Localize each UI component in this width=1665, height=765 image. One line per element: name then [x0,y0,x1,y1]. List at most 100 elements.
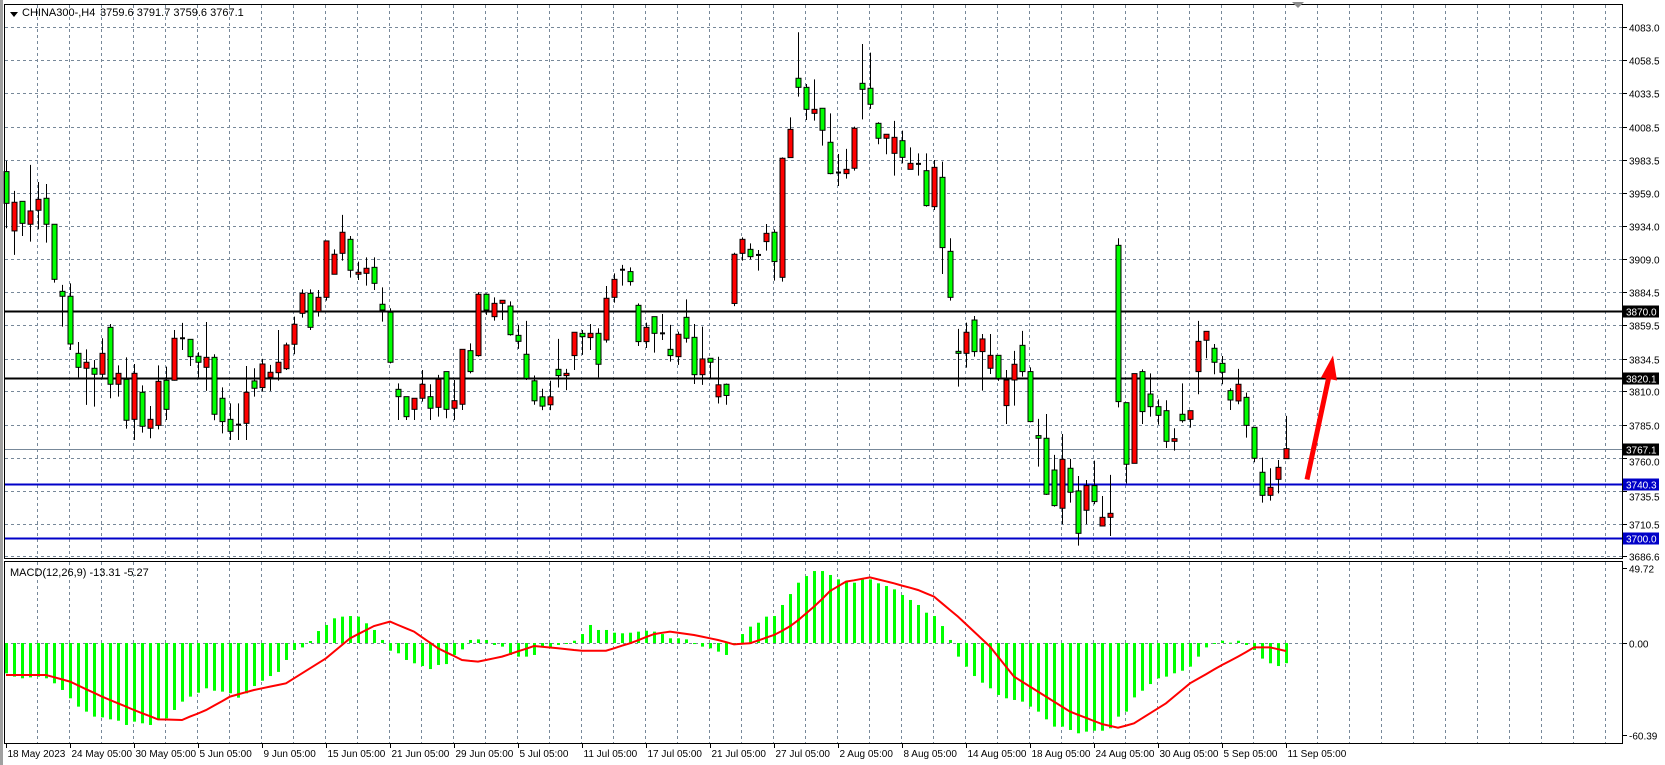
macd-bar [269,643,272,677]
candle-body-bear [539,396,546,407]
candle [1179,383,1186,423]
macd-bar [413,643,416,664]
candle-body-bull [1131,373,1138,464]
candle-body-bear [75,352,82,368]
candle-body-bull [1003,379,1010,407]
left-window-edge [0,0,3,765]
macd-bar [613,632,616,643]
ohlc-readout: 3759.6 3791.7 3759.6 3767.1 [100,7,244,19]
chart-shift-marker-icon[interactable] [1292,2,1304,8]
macd-bar [349,616,352,643]
candle-body-bear [923,170,930,207]
candle-body-bear [899,140,906,158]
macd-bar [101,643,104,718]
macd-bar [1133,643,1136,698]
macd-bar [389,643,392,651]
candle [467,343,474,374]
candle [1259,457,1266,503]
macd-bar [853,582,856,643]
candle-body-bear [819,107,826,131]
candle-body-bull [931,166,938,208]
candle-body-bull [891,136,898,154]
main-pane-border [4,4,1623,559]
macd-bar [661,634,664,643]
macd-bar [1261,643,1264,659]
candle [371,257,378,290]
macd-bar [829,574,832,643]
candle-body-bull [499,299,506,304]
candle [851,126,858,171]
macd-bar [149,643,152,725]
candle [1251,426,1258,463]
horizontal-levels[interactable] [5,310,1622,540]
candle [483,293,490,315]
candle-body-bear [91,367,98,375]
candle [675,331,682,365]
candle [507,301,514,336]
macd-bar [685,639,688,643]
candle [1147,373,1154,417]
candle-body-bear [555,368,562,377]
price-tick-label: 3834.5 [1629,356,1660,367]
candle [1139,369,1146,424]
candle [1227,388,1234,410]
candle [907,147,914,170]
macd-bar [1165,643,1168,677]
candle-body-bull [451,400,458,409]
candle-body-bear [691,336,698,376]
collapse-triangle-icon[interactable] [10,12,18,17]
macd-bar [181,643,184,702]
candle-body-bull [435,378,442,408]
candle [107,324,114,399]
macd-bar [477,639,480,643]
macd-bar [221,643,224,692]
macd-bar [893,589,896,643]
candle [779,157,786,282]
candle [387,308,394,364]
macd-bar [1237,640,1240,643]
candle [1083,480,1090,525]
symbol-timeframe: CHINA300-,H4 [22,7,95,19]
macd-bar [717,643,720,652]
price-level-tags: 3870.0 3820.1 3767.1 3740.3 3700.0 [1623,305,1659,546]
candle-body-bull [243,391,250,424]
candle-body-bull [739,238,746,254]
macd-pane-border [4,561,1623,744]
macd-bar [589,624,592,643]
candle [715,356,722,404]
candle [419,370,426,402]
candle-body-bull [259,363,266,389]
time-tick-label: 8 Aug 05:00 [904,749,958,760]
candle [491,297,498,321]
macd-bar [701,643,704,647]
candle-body-bull [715,384,722,398]
macd-histogram [5,571,1288,734]
candle [763,224,770,251]
candle [819,107,826,146]
price-tick-label: 3760.0 [1629,458,1660,469]
macd-bar [1197,643,1200,657]
candle-body-bear [939,176,946,249]
candle-body-bear [379,303,386,311]
macd-bar [29,643,32,678]
candle [403,396,410,420]
macd-tick-label: 49.72 [1629,565,1654,576]
candle-body-bear [859,82,866,90]
up-arrow-annotation[interactable] [1304,355,1337,480]
candle [1059,434,1066,525]
candle [1075,476,1082,546]
candle-body-bear [211,356,218,415]
candle-body-bull [1235,383,1242,402]
candle [836,154,841,186]
candle [683,299,690,343]
macd-bar [925,612,928,643]
macd-bar [1077,643,1080,734]
candle-body-bear [795,77,802,88]
candle [1211,344,1218,375]
macd-bar [821,571,824,643]
candle [563,368,570,391]
candle-body-bear [531,380,538,402]
candle-body-bear [723,383,730,396]
level-tag-label: 3740.3 [1626,481,1657,492]
